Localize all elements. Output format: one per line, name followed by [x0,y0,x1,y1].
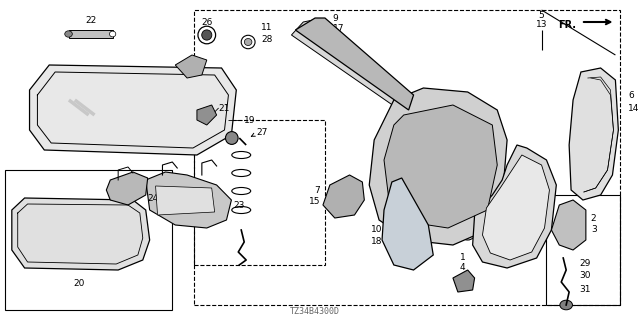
Text: 18: 18 [371,237,382,246]
Bar [68,30,113,38]
Polygon shape [453,270,475,292]
Ellipse shape [225,132,238,144]
Ellipse shape [460,224,476,240]
Text: 28: 28 [261,35,272,44]
Text: 13: 13 [536,20,547,28]
Ellipse shape [244,38,252,45]
Text: 4: 4 [460,263,465,273]
Text: 26: 26 [201,18,212,27]
Text: 31: 31 [579,285,591,294]
Text: 3: 3 [591,226,596,235]
Polygon shape [323,175,364,218]
Bar [194,10,620,305]
Ellipse shape [338,191,351,204]
Polygon shape [146,172,232,228]
Text: 19: 19 [244,116,256,124]
Text: 2: 2 [591,213,596,222]
Text: 6: 6 [628,91,634,100]
Text: 15: 15 [308,197,320,206]
Ellipse shape [463,228,472,236]
Polygon shape [29,65,236,155]
Polygon shape [369,88,507,245]
Ellipse shape [202,30,212,40]
Polygon shape [472,145,556,268]
Ellipse shape [65,31,72,37]
Polygon shape [483,155,549,260]
Polygon shape [291,20,402,108]
Text: 21: 21 [219,103,230,113]
Polygon shape [384,105,497,228]
Text: 20: 20 [73,278,84,287]
Text: 16: 16 [477,167,488,177]
Text: TZ34B4300D: TZ34B4300D [290,308,340,316]
Text: 9: 9 [333,13,339,22]
Polygon shape [197,105,216,125]
Text: 10: 10 [371,226,382,235]
Text: 29: 29 [579,259,590,268]
Polygon shape [156,186,214,215]
Bar [547,195,620,305]
Text: 8: 8 [479,156,485,164]
Polygon shape [106,172,148,205]
Text: 14: 14 [628,103,639,113]
Text: 7: 7 [314,186,320,195]
Bar [5,170,172,310]
Text: 1: 1 [460,252,466,261]
Text: 25: 25 [483,215,494,225]
Polygon shape [175,55,207,78]
Text: 27: 27 [256,127,268,137]
Text: 23: 23 [234,201,244,210]
Polygon shape [296,18,413,110]
Polygon shape [382,178,433,270]
Ellipse shape [241,35,255,49]
Text: 11: 11 [261,22,273,31]
Ellipse shape [198,26,216,44]
Text: FR.: FR. [558,20,576,30]
Text: 24: 24 [148,194,159,203]
Polygon shape [552,200,586,250]
Text: 22: 22 [85,15,96,25]
Bar [194,120,325,265]
Text: 30: 30 [579,270,591,279]
Text: 17: 17 [333,23,344,33]
Polygon shape [12,198,150,270]
Ellipse shape [109,31,116,37]
Ellipse shape [131,189,140,197]
Ellipse shape [560,300,572,310]
Polygon shape [569,68,618,200]
Text: 5: 5 [539,11,545,20]
